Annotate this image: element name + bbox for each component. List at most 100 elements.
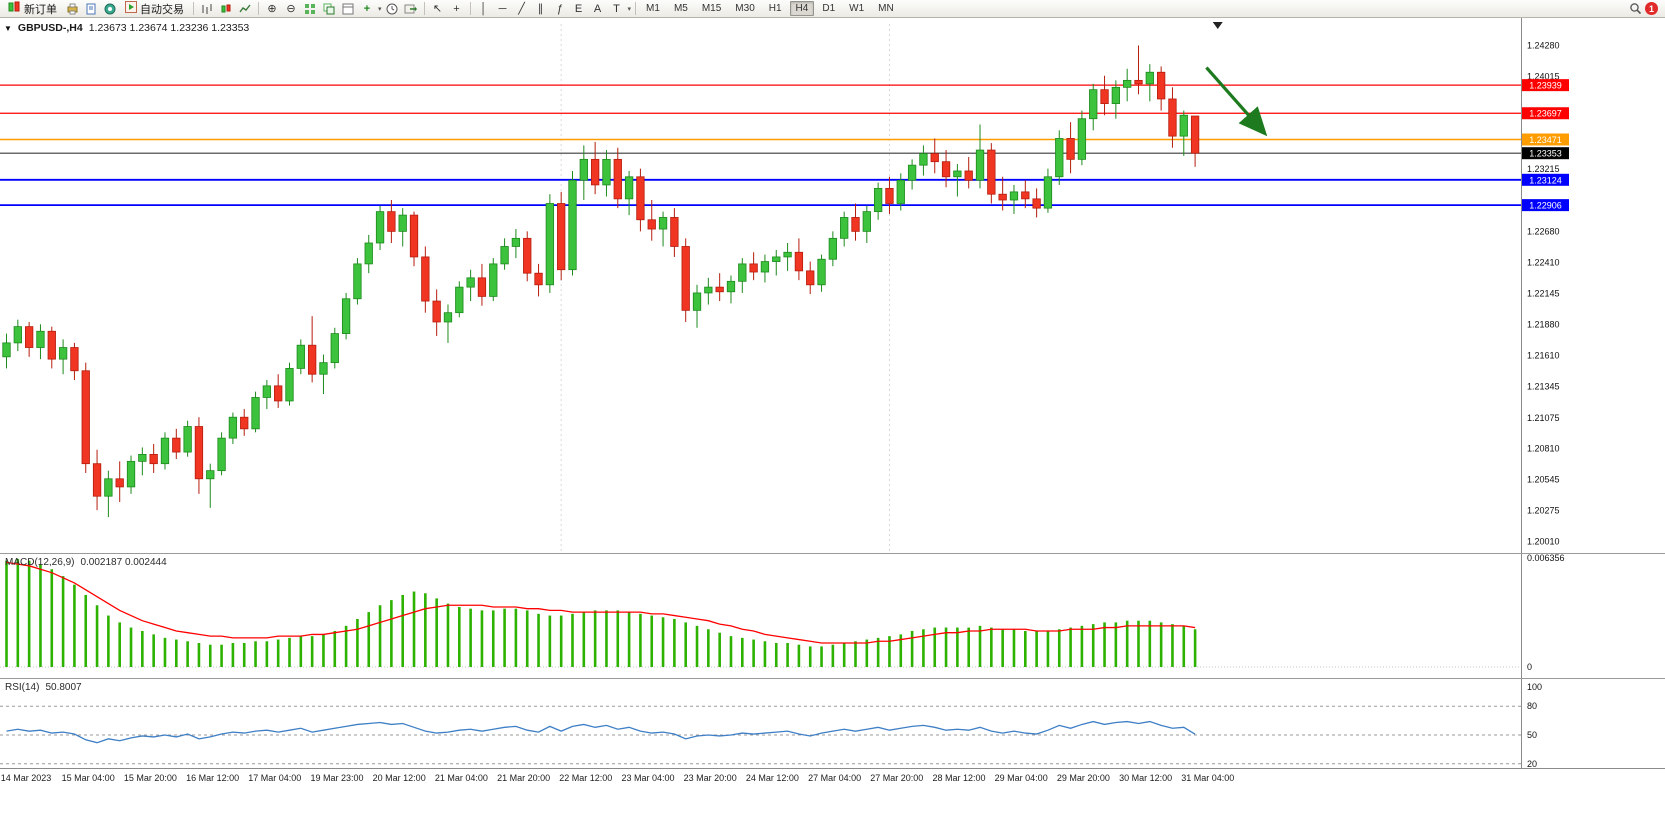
time-label: 24 Mar 12:00 (745, 773, 799, 783)
objects-dropdown-icon[interactable]: ▼ (4, 23, 12, 33)
timeframe-w1-button[interactable]: W1 (849, 3, 865, 14)
timeframe-bar: M1 M5 M15 M30 H1 H4 D1 W1 MN (640, 1, 900, 16)
indicators-caret-icon[interactable]: ▾ (378, 5, 382, 13)
time-label: 30 Mar 12:00 (1119, 773, 1173, 783)
trendline-tool-icon[interactable]: ╱ (518, 3, 525, 15)
indicators-icon[interactable]: + (363, 2, 371, 15)
toolbar-separator (258, 2, 259, 15)
cascade-windows-icon[interactable] (320, 1, 338, 17)
text-tool-icon[interactable]: A (593, 2, 602, 15)
timeframe-m1-button[interactable]: M1 (646, 3, 660, 14)
macd-tick: 0.006356 (1527, 554, 1565, 563)
price-tick: 1.23215 (1527, 164, 1560, 174)
print-icon[interactable] (63, 1, 81, 17)
time-label: 19 Mar 23:00 (310, 773, 364, 783)
price-tick: 1.20810 (1527, 444, 1560, 454)
rsi-label: RSI(14) 50.8007 (5, 682, 82, 693)
time-label: 28 Mar 12:00 (932, 773, 986, 783)
toolbar-separator (423, 2, 425, 15)
trend-arrow-annotation[interactable] (1205, 66, 1268, 137)
notification-badge[interactable]: 1 (1645, 2, 1658, 15)
rsi-tick: 50 (1527, 730, 1537, 740)
price-tick: 1.21880 (1527, 319, 1560, 329)
new-order-button[interactable]: 新订单 (3, 1, 62, 17)
timeframe-m5-button[interactable]: M5 (673, 3, 688, 14)
price-tick: 1.20275 (1527, 506, 1560, 516)
time-label: 23 Mar 04:00 (621, 773, 675, 783)
chart-area: ▼ GBPUSD-,H4 1.23673 1.23674 1.23236 1.2… (0, 18, 1665, 839)
rsi-pane[interactable]: RSI(14) 50.8007 100 80 50 20 (0, 678, 1665, 769)
rsi-value: 50.8007 (45, 682, 82, 693)
time-label: 17 Mar 04:00 (248, 773, 302, 783)
clock-icon[interactable] (383, 1, 401, 17)
fibonacci-tool-icon[interactable]: ƒ (556, 2, 563, 15)
auto-trading-label: 自动交易 (140, 3, 184, 16)
toolbar-separator (469, 2, 471, 15)
rsi-tick: 80 (1527, 701, 1537, 711)
timeframe-d1-button[interactable]: D1 (822, 3, 836, 14)
timeframe-m15-button[interactable]: M15 (701, 3, 722, 14)
time-label: 21 Mar 04:00 (434, 773, 488, 783)
time-axis[interactable]: 14 Mar 2023 15 Mar 04:00 15 Mar 20:00 16 Ma… (0, 768, 1665, 790)
svg-text:1.23939: 1.23939 (1529, 81, 1562, 91)
svg-text:1.23353: 1.23353 (1529, 149, 1562, 159)
expert-advisor-icon[interactable] (101, 1, 119, 17)
time-marker-triangle (1212, 22, 1223, 29)
channel-tool-icon[interactable]: ∥ (537, 3, 544, 15)
search-icon[interactable] (1626, 1, 1644, 17)
timeframe-m30-button[interactable]: M30 (735, 3, 755, 14)
macd-name: MACD(12,26,9) (5, 557, 75, 568)
time-label: 23 Mar 20:00 (683, 773, 737, 783)
rsi-line (6, 720, 1196, 744)
cursor-icon[interactable]: ↖ (432, 3, 443, 15)
rsi-name: RSI(14) (5, 682, 40, 693)
horizontal-line-tool-icon[interactable]: ─ (498, 2, 507, 15)
chart-title: ▼ GBPUSD-,H4 1.23673 1.23674 1.23236 1.2… (4, 22, 249, 34)
price-pane[interactable]: ▼ GBPUSD-,H4 1.23673 1.23674 1.23236 1.2… (0, 18, 1665, 553)
time-label: 27 Mar 20:00 (870, 773, 924, 783)
rsi-tick: 20 (1527, 759, 1537, 769)
bar-chart-icon[interactable] (198, 1, 216, 17)
crosshair-icon[interactable]: + (453, 2, 460, 15)
timeframe-mn-button[interactable]: MN (878, 3, 894, 14)
rsi-tick: 100 (1527, 682, 1542, 692)
line-chart-icon[interactable] (236, 1, 254, 17)
template-tool-icon[interactable]: T (613, 2, 620, 15)
price-tick: 1.21345 (1527, 381, 1560, 391)
price-tick: 1.21075 (1527, 413, 1560, 423)
tools-caret-icon[interactable]: ▾ (627, 5, 632, 13)
time-label: 15 Mar 04:00 (61, 773, 115, 783)
chart-shift-icon[interactable] (402, 1, 420, 17)
timeframe-h1-button[interactable]: H1 (768, 3, 782, 14)
arrange-windows-icon[interactable] (339, 1, 357, 17)
toolbar-separator (193, 2, 194, 15)
price-badge (1522, 147, 1569, 160)
rsi-chart[interactable]: 100 80 50 20 (0, 679, 1665, 769)
new-order-icon (8, 1, 21, 16)
price-tick: 1.24015 (1527, 71, 1560, 81)
zoom-out-icon[interactable]: ⊖ (286, 3, 296, 15)
time-label: 29 Mar 20:00 (1056, 773, 1110, 783)
macd-pane[interactable]: MACD(12,26,9) 0.002187 0.002444 0.006356… (0, 553, 1665, 678)
timeframe-h4-button[interactable]: H4 (789, 1, 815, 16)
zoom-in-icon[interactable]: ⊕ (267, 3, 277, 15)
candlestick-chart[interactable]: 1.24280 1.24015 1.23215 1.22680 1.22410 1.221… (0, 18, 1665, 553)
new-order-label: 新订单 (24, 3, 57, 16)
ellipse-tool-icon[interactable]: E (574, 2, 583, 15)
auto-trading-button[interactable]: 自动交易 (120, 1, 189, 17)
vertical-line-tool-icon[interactable]: │ (480, 2, 487, 15)
time-label: 14 Mar 2023 (0, 773, 52, 783)
time-label: 15 Mar 20:00 (123, 773, 177, 783)
candlestick-chart-icon[interactable] (217, 1, 235, 17)
price-tick: 1.22410 (1527, 258, 1560, 268)
tile-windows-icon[interactable] (301, 1, 319, 17)
price-axis-border (1521, 18, 1522, 788)
price-badge (1522, 133, 1569, 146)
print-preview-icon[interactable] (82, 1, 100, 17)
time-label: 22 Mar 12:00 (559, 773, 613, 783)
macd-chart[interactable]: 0.006356 0 (0, 554, 1665, 679)
symbol-period-label: GBPUSD-,H4 (17, 22, 83, 34)
price-tick: 1.20545 (1527, 474, 1560, 484)
svg-text:1.23697: 1.23697 (1529, 109, 1562, 119)
